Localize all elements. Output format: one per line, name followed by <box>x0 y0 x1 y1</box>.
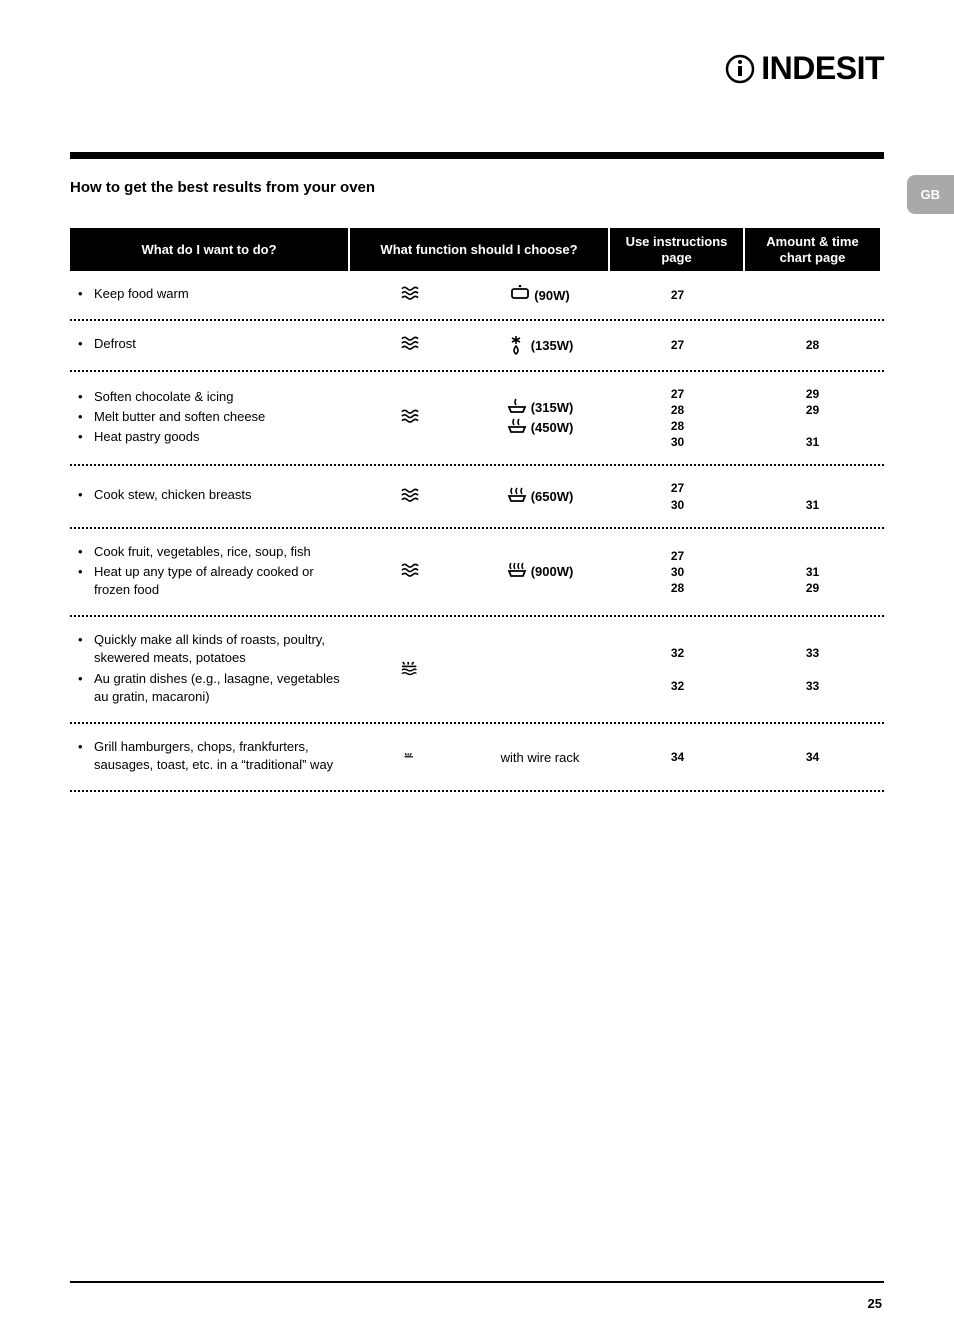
task-cell: Grill hamburgers, chops, frankfurters, s… <box>70 738 350 776</box>
table-row: Cook fruit, vegetables, rice, soup, fish… <box>70 529 884 618</box>
use-page-cell: 32 32 <box>610 645 745 694</box>
power-label: (315W) <box>531 400 574 415</box>
task-cell: Defrost <box>70 335 350 355</box>
waves-icon <box>399 287 421 302</box>
power-level: (315W) <box>470 398 610 418</box>
dish-1-icon <box>507 398 527 418</box>
dish-4-icon <box>507 562 527 582</box>
header-use: Use instructions page <box>610 228 745 271</box>
results-table: What do I want to do? What function shou… <box>70 228 884 792</box>
amount-page-cell: 28 <box>745 337 880 353</box>
waves-icon <box>399 563 421 578</box>
task-item: Keep food warm <box>76 285 350 303</box>
power-level: (450W) <box>470 418 610 438</box>
task-cell: Cook fruit, vegetables, rice, soup, fish… <box>70 543 350 602</box>
brand-logo: INDESIT <box>725 50 884 87</box>
power-level: (650W) <box>470 487 610 507</box>
amount-page-cell: 31 <box>745 480 880 512</box>
function-icon-cell <box>350 286 470 304</box>
amount-page-cell <box>745 287 880 303</box>
use-page-cell: 27 <box>610 337 745 353</box>
power-level: (900W) <box>470 562 610 582</box>
task-item: Soften chocolate & icing <box>76 388 350 406</box>
amount-page-cell: 3129 <box>745 548 880 597</box>
table-row: Cook stew, chicken breasts (650W) 2730 31 <box>70 466 884 528</box>
task-item: Quickly make all kinds of roasts, poultr… <box>76 631 350 667</box>
table-row: Grill hamburgers, chops, frankfurters, s… <box>70 724 884 792</box>
power-cell: (135W) <box>470 335 610 355</box>
dish-2-icon <box>507 418 527 438</box>
task-item: Melt butter and soften cheese <box>76 408 350 426</box>
table-row: Defrost (135W) 2728 <box>70 321 884 371</box>
dish-3-icon <box>507 487 527 507</box>
task-cell: Cook stew, chicken breasts <box>70 486 350 506</box>
language-tab: GB <box>907 175 954 214</box>
amount-page-cell: 2929 31 <box>745 386 880 451</box>
header-func: What function should I choose? <box>350 228 610 271</box>
task-cell: Soften chocolate & icing Melt butter and … <box>70 388 350 449</box>
task-item: Cook stew, chicken breasts <box>76 486 350 504</box>
use-page-cell: 273028 <box>610 548 745 597</box>
function-icon-cell <box>350 661 470 679</box>
section-heading: How to get the best results from your ov… <box>70 178 390 198</box>
table-row: Soften chocolate & icing Melt butter and … <box>70 372 884 467</box>
use-page-cell: 27282830 <box>610 386 745 451</box>
power-label: (900W) <box>531 564 574 579</box>
power-cell: (90W) <box>470 285 610 305</box>
box-dot-icon <box>510 285 530 305</box>
table-row: Quickly make all kinds of roasts, poultr… <box>70 617 884 724</box>
power-level: (90W) <box>470 285 610 305</box>
grill-waves-icon <box>399 661 421 676</box>
amount-page-cell: 34 <box>745 749 880 765</box>
brand-name: INDESIT <box>761 50 884 87</box>
grill-icon <box>401 750 419 765</box>
power-cell: (900W) <box>470 562 610 582</box>
power-label: (450W) <box>531 420 574 435</box>
waves-icon <box>399 337 421 352</box>
function-icon-cell <box>350 336 470 354</box>
task-cell: Quickly make all kinds of roasts, poultr… <box>70 631 350 708</box>
use-page-cell: 34 <box>610 749 745 765</box>
power-cell: (650W) <box>470 487 610 507</box>
use-page-cell: 27 <box>610 287 745 303</box>
function-icon-cell <box>350 563 470 581</box>
page-number: 25 <box>868 1296 882 1311</box>
snowflake-drop-icon <box>507 335 527 355</box>
power-label: (135W) <box>531 338 574 353</box>
power-level: (135W) <box>470 335 610 355</box>
use-page-cell: 2730 <box>610 480 745 512</box>
task-cell: Keep food warm <box>70 285 350 305</box>
task-item: Cook fruit, vegetables, rice, soup, fish <box>76 543 350 561</box>
waves-icon <box>399 488 421 503</box>
top-rule <box>70 152 884 159</box>
power-cell: (315W) (450W) <box>470 398 610 438</box>
function-icon-cell <box>350 750 470 765</box>
task-item: Defrost <box>76 335 350 353</box>
power-label: (650W) <box>531 489 574 504</box>
footer-rule <box>70 1281 884 1283</box>
task-item: Heat pastry goods <box>76 428 350 446</box>
task-item: Grill hamburgers, chops, frankfurters, s… <box>76 738 350 774</box>
power-label: (90W) <box>534 288 569 303</box>
function-icon-cell <box>350 488 470 506</box>
table-header: What do I want to do? What function shou… <box>70 228 884 271</box>
waves-icon <box>399 409 421 424</box>
amount-page-cell: 33 33 <box>745 645 880 694</box>
power-cell: with wire rack <box>470 750 610 765</box>
task-item: Heat up any type of already cooked or fr… <box>76 563 350 599</box>
header-amount: Amount & time chart page <box>745 228 880 271</box>
logo-circle-i-icon <box>725 54 755 84</box>
function-icon-cell <box>350 409 470 427</box>
table-row: Keep food warm (90W) 27 <box>70 271 884 321</box>
header-what: What do I want to do? <box>70 228 350 271</box>
task-item: Au gratin dishes (e.g., lasagne, vegetab… <box>76 670 350 706</box>
